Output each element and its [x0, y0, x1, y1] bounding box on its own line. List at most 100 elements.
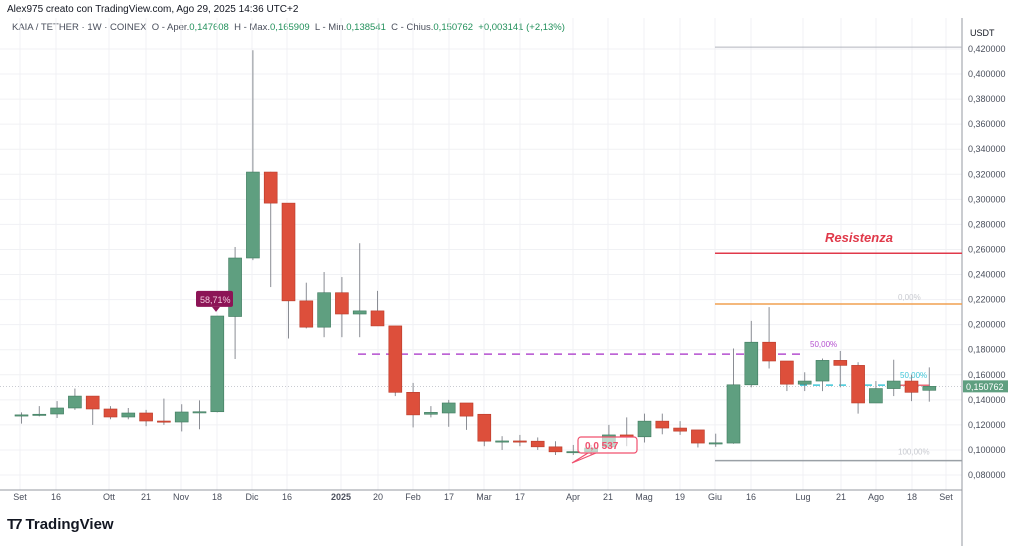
time-tick-label: Giu — [708, 492, 722, 502]
candle-down — [691, 429, 705, 444]
candle-up — [210, 315, 225, 413]
time-tick-label: 20 — [373, 492, 383, 502]
time-tick-label: Ott — [103, 492, 116, 502]
candle-up — [14, 414, 29, 417]
candle-up — [726, 384, 741, 444]
candle-up — [192, 411, 207, 414]
candle-down — [459, 402, 474, 417]
candle-down — [530, 440, 545, 448]
candle-up — [797, 380, 812, 385]
candle-down — [833, 360, 848, 366]
candle-down — [762, 341, 776, 362]
time-tick-label: Set — [13, 492, 27, 502]
time-tick-label: 2025 — [331, 492, 351, 502]
candle-up — [708, 442, 723, 445]
price-tick-label: 0,120000 — [968, 420, 1006, 430]
candle-up — [744, 341, 759, 386]
open-value: 0,147608 — [189, 22, 229, 33]
time-tick-label: Dic — [246, 492, 259, 502]
symbol-name[interactable]: KAIA / TETHER · 1W · COINEX — [12, 22, 147, 33]
candle-down — [103, 408, 118, 418]
time-tick-label: 17 — [515, 492, 525, 502]
change-value: +0,003141 (+2,13%) — [478, 22, 565, 33]
price-tick-label: 0,420000 — [968, 44, 1006, 54]
candle-up — [886, 380, 901, 389]
candle-up — [174, 411, 189, 423]
time-tick-label: 16 — [282, 492, 292, 502]
time-tick-label: Feb — [405, 492, 421, 502]
candle-down — [263, 171, 278, 204]
candle-down — [406, 392, 420, 416]
pct-change-label: 58,71% — [200, 295, 231, 305]
candle-up — [317, 292, 331, 328]
tradingview-logo-icon: T7 — [7, 516, 22, 533]
candle-up — [922, 386, 937, 391]
candle-down — [139, 412, 153, 422]
price-axis-unit: USDT — [970, 28, 995, 38]
time-tick-label: 16 — [746, 492, 756, 502]
candle-down — [851, 365, 865, 404]
time-tick-label: Nov — [173, 492, 190, 502]
current-price-tag — [963, 380, 1008, 393]
time-tick-label: 18 — [212, 492, 222, 502]
price-tick-label: 0,220000 — [968, 295, 1006, 305]
candle-up — [228, 257, 242, 317]
fib-level-0-label: 0,00% — [898, 293, 921, 302]
candle-up — [121, 412, 136, 418]
time-tick-label: Lug — [795, 492, 810, 502]
candle-up — [246, 171, 260, 259]
fib-level-50-cyan-label: 50,00% — [900, 371, 927, 380]
candle-down — [673, 427, 687, 432]
price-tick-label: 0,160000 — [968, 370, 1006, 380]
price-tick-label: 0,280000 — [968, 219, 1006, 229]
resistance-label: Resistenza — [825, 230, 893, 245]
time-tick-label: Apr — [566, 492, 580, 502]
candle-down — [904, 380, 919, 393]
time-tick-label: 16 — [51, 492, 61, 502]
candle-up — [815, 360, 830, 382]
candle-up — [352, 310, 367, 315]
current-price-tag-label: 0,150762 — [966, 382, 1004, 392]
candle-down — [780, 360, 794, 385]
candle-down — [281, 202, 296, 302]
time-tick-label: Mag — [635, 492, 653, 502]
price-tick-label: 0,080000 — [968, 470, 1006, 480]
chart-attribution: Alex975 creato con TradingView.com, Ago … — [7, 4, 299, 15]
price-tick-label: 0,140000 — [968, 395, 1006, 405]
low-label: L - Min. — [314, 22, 347, 33]
candle-up — [637, 420, 652, 438]
price-tick-label: 0,380000 — [968, 94, 1006, 104]
price-callout-box — [577, 436, 638, 454]
candle-down — [513, 440, 527, 443]
low-value: 0,138541 — [346, 22, 386, 33]
pct-change-label-pointer — [212, 306, 220, 312]
price-tick-label: 0,100000 — [968, 445, 1006, 455]
time-tick-label: 19 — [675, 492, 685, 502]
price-callout-pointer — [571, 452, 597, 464]
tradingview-logo[interactable]: T7 TradingView — [7, 516, 114, 533]
price-callout-label: 0,0 537 — [585, 441, 619, 452]
price-tick-label: 0,260000 — [968, 244, 1006, 254]
high-value: 0,165909 — [270, 22, 310, 33]
pct-change-label-box — [196, 290, 233, 307]
candle-up — [32, 413, 47, 416]
time-tick-label: 21 — [836, 492, 846, 502]
candle-up — [495, 440, 509, 443]
candle-down — [157, 420, 171, 423]
candle-down — [370, 310, 385, 327]
price-tick-label: 0,200000 — [968, 320, 1006, 330]
close-label: C - Chius. — [391, 22, 434, 33]
price-tick-label: 0,320000 — [968, 169, 1006, 179]
candle-down — [299, 300, 314, 328]
time-tick-label: 17 — [444, 492, 454, 502]
fib-level-50-purple-label: 50,00% — [810, 340, 837, 349]
time-tick-label: 18 — [907, 492, 917, 502]
close-value: 0,150762 — [433, 22, 474, 33]
candle-down — [477, 413, 492, 442]
logo-text: TradingView — [25, 516, 114, 533]
price-tick-label: 0,300000 — [968, 194, 1006, 204]
candle-down — [335, 292, 349, 315]
price-tick-label: 0,340000 — [968, 144, 1006, 154]
time-tick-label: 21 — [141, 492, 151, 502]
